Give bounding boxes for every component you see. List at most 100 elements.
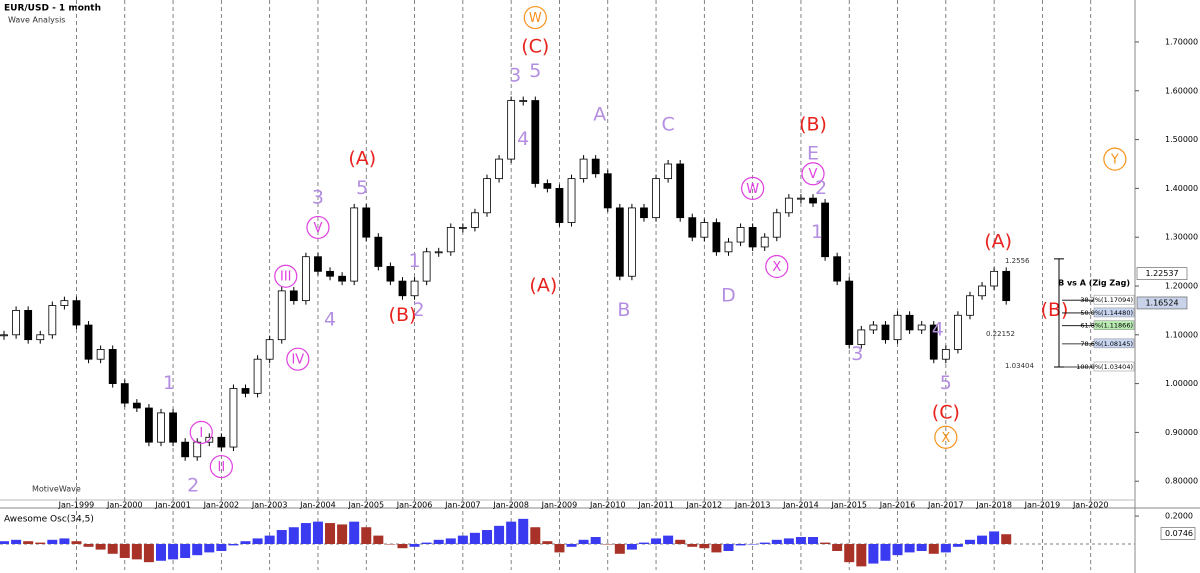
wave-label: 2 [815,177,827,199]
candle [132,402,141,409]
fib-label-bg [1093,338,1135,349]
candle [688,217,697,238]
candle [96,349,105,360]
watermark: MotiveWave [32,485,81,494]
x-tick-label: Jan-2017 [927,501,964,510]
y-tick-label: 1.60000 [1165,86,1198,95]
oscillator-bar [445,538,456,545]
oscillator-bar [35,542,46,545]
candle [362,207,371,238]
oscillator-bar [421,542,432,545]
oscillator-bar [675,539,686,545]
oscillator-bar [904,544,915,553]
wave-label: Y [1110,153,1119,168]
oscillator-bar [699,544,710,549]
oscillator-bar [638,542,649,545]
candle [386,266,395,282]
oscillator-bar [578,539,589,545]
wave-circle [209,454,233,479]
x-tick-label: Jan-2009 [541,501,578,510]
oscillator-bar [47,539,58,545]
candle [966,295,974,316]
oscillator-bar [385,544,396,545]
candle [591,158,600,175]
oscillator-bar [832,544,843,551]
oscillator-bar [482,530,493,545]
oscillator-bar [916,544,927,551]
candle [217,436,226,448]
wave-label: A [593,104,606,126]
wave-label: 1 [811,221,823,243]
candle [338,275,347,282]
candle [350,207,359,282]
candle [253,358,262,394]
oscillator-bar [663,535,674,545]
wave-label: 5 [356,177,368,199]
oscillator-bar [1001,534,1012,545]
oscillator-bar [723,544,734,551]
candle [676,163,685,219]
candle [627,207,636,277]
oscillator-bar [107,544,118,554]
wave-label: (C) [521,35,549,57]
candle [36,334,45,341]
oscillator-bar [11,539,22,545]
oscillator-bar [964,539,975,545]
candle [845,280,854,345]
wave-label: W [529,11,542,26]
candle [881,324,890,341]
x-tick-label: Jan-2002 [203,501,240,510]
wave-circle [1103,147,1127,171]
wave-label: 4 [932,318,944,340]
wave-label: II [218,460,226,475]
candle [458,227,467,229]
x-tick-label: Jan-2006 [396,501,433,510]
candle [507,100,516,160]
oscillator-bar [808,537,819,545]
wave-label: 3 [312,187,324,209]
x-tick-label: Jan-2004 [299,501,336,510]
oscillator-bar [771,539,782,545]
oscillator-bar [566,544,577,547]
candle [1002,270,1011,302]
candle [712,222,721,253]
wave-label: 2 [187,475,199,497]
wave-label: (B) [389,304,417,326]
wave-label: B [617,299,630,321]
oscillator-bar [119,544,130,558]
wave-label: (C) [932,401,960,423]
x-tick-label: Jan-2003 [251,501,288,510]
price-tag [1136,296,1188,310]
candle [640,207,648,219]
oscillator-bar [977,535,988,545]
wave-label: (B) [1041,299,1069,321]
candle [978,285,986,297]
oscillator-bar [457,535,468,545]
oscillator-bar [361,527,372,545]
fib-level-label: 100.0%(1.03404) [1076,363,1133,371]
oscillator-bar [989,531,1000,545]
candle [169,412,177,443]
wave-label: 4 [324,309,336,331]
wave-label: (A) [348,148,376,170]
candle [84,324,93,360]
candle [374,236,383,267]
wave-label: (B) [799,113,827,135]
oscillator-bar [759,542,770,545]
y-tick-label: 0.90000 [1165,428,1198,437]
price-tag-label: 1.16524 [1145,298,1178,307]
y-tick-label: 0.80000 [1165,477,1198,486]
wave-label: 5 [940,372,952,394]
wave-circle [306,215,330,240]
wave-label: E [807,143,819,165]
candle [181,441,190,458]
candle [277,290,286,341]
oscillator-bar [433,539,444,545]
wave-label: W [746,182,759,197]
wave-circle [286,347,310,371]
price-tag-label: 1.22537 [1145,269,1178,278]
candle [736,227,745,243]
